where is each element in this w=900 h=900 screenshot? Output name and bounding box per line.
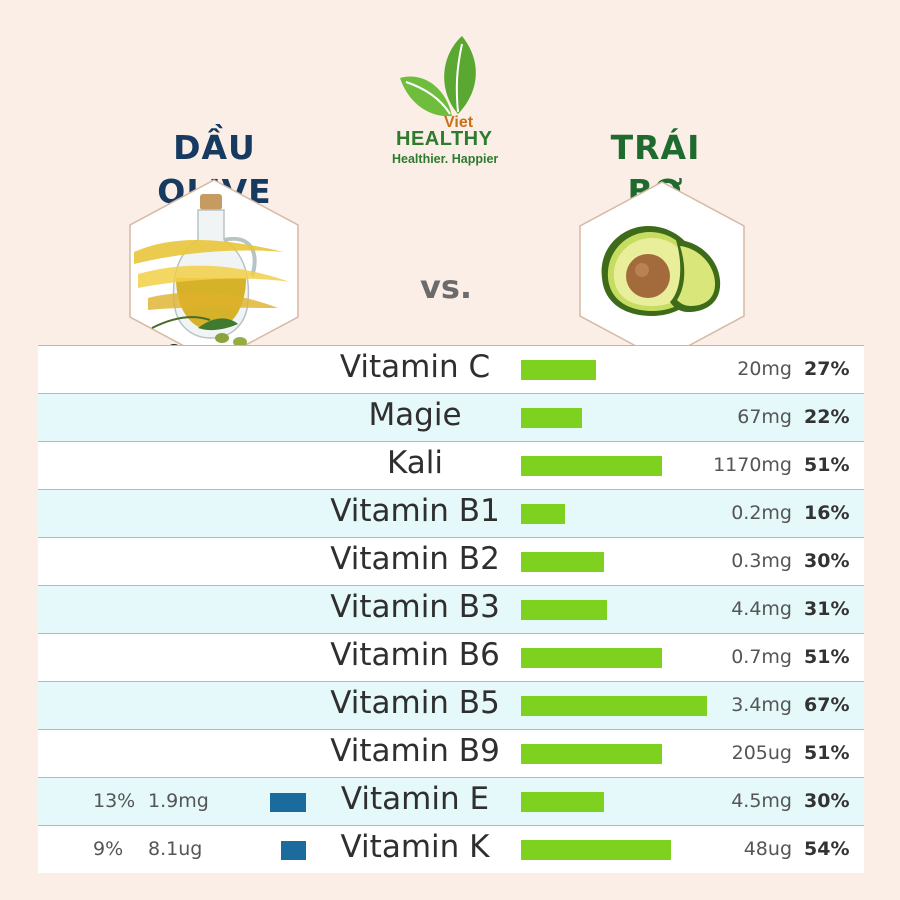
table-row: 9% 8.1ug Vitamin K 48ug 54%	[38, 825, 864, 873]
avocado-amount: 0.7mg	[731, 646, 792, 668]
avocado-amount: 1170mg	[713, 454, 792, 476]
avocado-amount: 205ug	[731, 742, 792, 764]
nutrient-label: Vitamin B1	[330, 493, 500, 529]
avocado-bar	[521, 552, 604, 572]
nutrient-label: Vitamin C	[339, 349, 491, 385]
nutrient-label: Vitamin K	[340, 829, 490, 865]
olive-oil-bar	[270, 793, 306, 812]
table-row: Vitamin B6 0.7mg 51%	[38, 633, 864, 681]
olive-oil-bottle-icon	[129, 179, 299, 363]
olive-oil-title: DẦU OLIVE	[157, 128, 270, 211]
table-row: Vitamin B3 4.4mg 31%	[38, 585, 864, 633]
avocado-title: TRÁI BƠ	[610, 128, 701, 211]
avocado-bar	[521, 504, 565, 524]
avocado-percent: 54%	[804, 838, 850, 860]
avocado-amount: 0.2mg	[731, 502, 792, 524]
avocado-percent: 30%	[804, 550, 850, 572]
olive-oil-percent: 13%	[93, 790, 136, 812]
logo-tagline: Healthier. Happier	[392, 152, 499, 166]
avocado-percent: 30%	[804, 790, 850, 812]
avocado-percent: 31%	[804, 598, 850, 620]
nutrient-label: Vitamin B3	[330, 589, 500, 625]
versus-label: vs.	[420, 268, 473, 306]
avocado-bar	[521, 600, 607, 620]
nutrient-label: Vitamin E	[340, 781, 490, 817]
avocado-bar	[521, 744, 662, 764]
avocado-percent: 67%	[804, 694, 850, 716]
nutrient-label: Vitamin B2	[330, 541, 500, 577]
table-row: Vitamin B2 0.3mg 30%	[38, 537, 864, 585]
olive-oil-amount: 1.9mg	[148, 790, 209, 812]
nutrient-label: Kali	[386, 445, 443, 481]
table-row: Vitamin C 20mg 27%	[38, 345, 864, 393]
viet-healthy-logo: Viet HEALTHY Healthier. Happier	[382, 36, 528, 172]
logo-healthy-text: HEALTHY	[396, 128, 493, 150]
olive-oil-amount: 8.1ug	[148, 838, 203, 860]
avocado-amount: 20mg	[737, 358, 792, 380]
table-row: Vitamin B1 0.2mg 16%	[38, 489, 864, 537]
avocado-bar	[521, 840, 671, 860]
table-row: Magie 67mg 22%	[38, 393, 864, 441]
nutrient-label: Magie	[368, 397, 462, 433]
logo-viet-text: Viet	[444, 114, 474, 131]
avocado-image	[578, 180, 746, 366]
avocado-percent: 16%	[804, 502, 850, 524]
avocado-icon	[579, 181, 745, 361]
avocado-bar	[521, 648, 662, 668]
nutrition-comparison-table: Vitamin C 20mg 27% Magie 67mg 22% Kali 1…	[38, 345, 864, 873]
avocado-amount: 67mg	[737, 406, 792, 428]
avocado-amount: 4.4mg	[731, 598, 792, 620]
table-row: Vitamin B5 3.4mg 67%	[38, 681, 864, 729]
table-row: Kali 1170mg 51%	[38, 441, 864, 489]
avocado-percent: 51%	[804, 646, 850, 668]
table-row: 13% 1.9mg Vitamin E 4.5mg 30%	[38, 777, 864, 825]
avocado-bar	[521, 792, 604, 812]
nutrient-label: Vitamin B6	[330, 637, 500, 673]
olive-oil-bar	[281, 841, 306, 860]
avocado-percent: 51%	[804, 454, 850, 476]
avocado-bar	[521, 696, 707, 716]
nutrient-label: Vitamin B5	[330, 685, 500, 721]
avocado-bar	[521, 456, 662, 476]
avocado-amount: 48ug	[743, 838, 792, 860]
avocado-amount: 3.4mg	[731, 694, 792, 716]
leaf-logo-icon	[400, 36, 476, 117]
avocado-amount: 0.3mg	[731, 550, 792, 572]
avocado-bar	[521, 408, 582, 428]
nutrient-label: Vitamin B9	[330, 733, 500, 769]
avocado-bar	[521, 360, 596, 380]
avocado-percent: 51%	[804, 742, 850, 764]
table-row: Vitamin B9 205ug 51%	[38, 729, 864, 777]
avocado-percent: 22%	[804, 406, 850, 428]
olive-oil-percent: 9%	[93, 838, 124, 860]
olive-oil-image	[128, 178, 300, 368]
avocado-percent: 27%	[804, 358, 850, 380]
avocado-amount: 4.5mg	[731, 790, 792, 812]
